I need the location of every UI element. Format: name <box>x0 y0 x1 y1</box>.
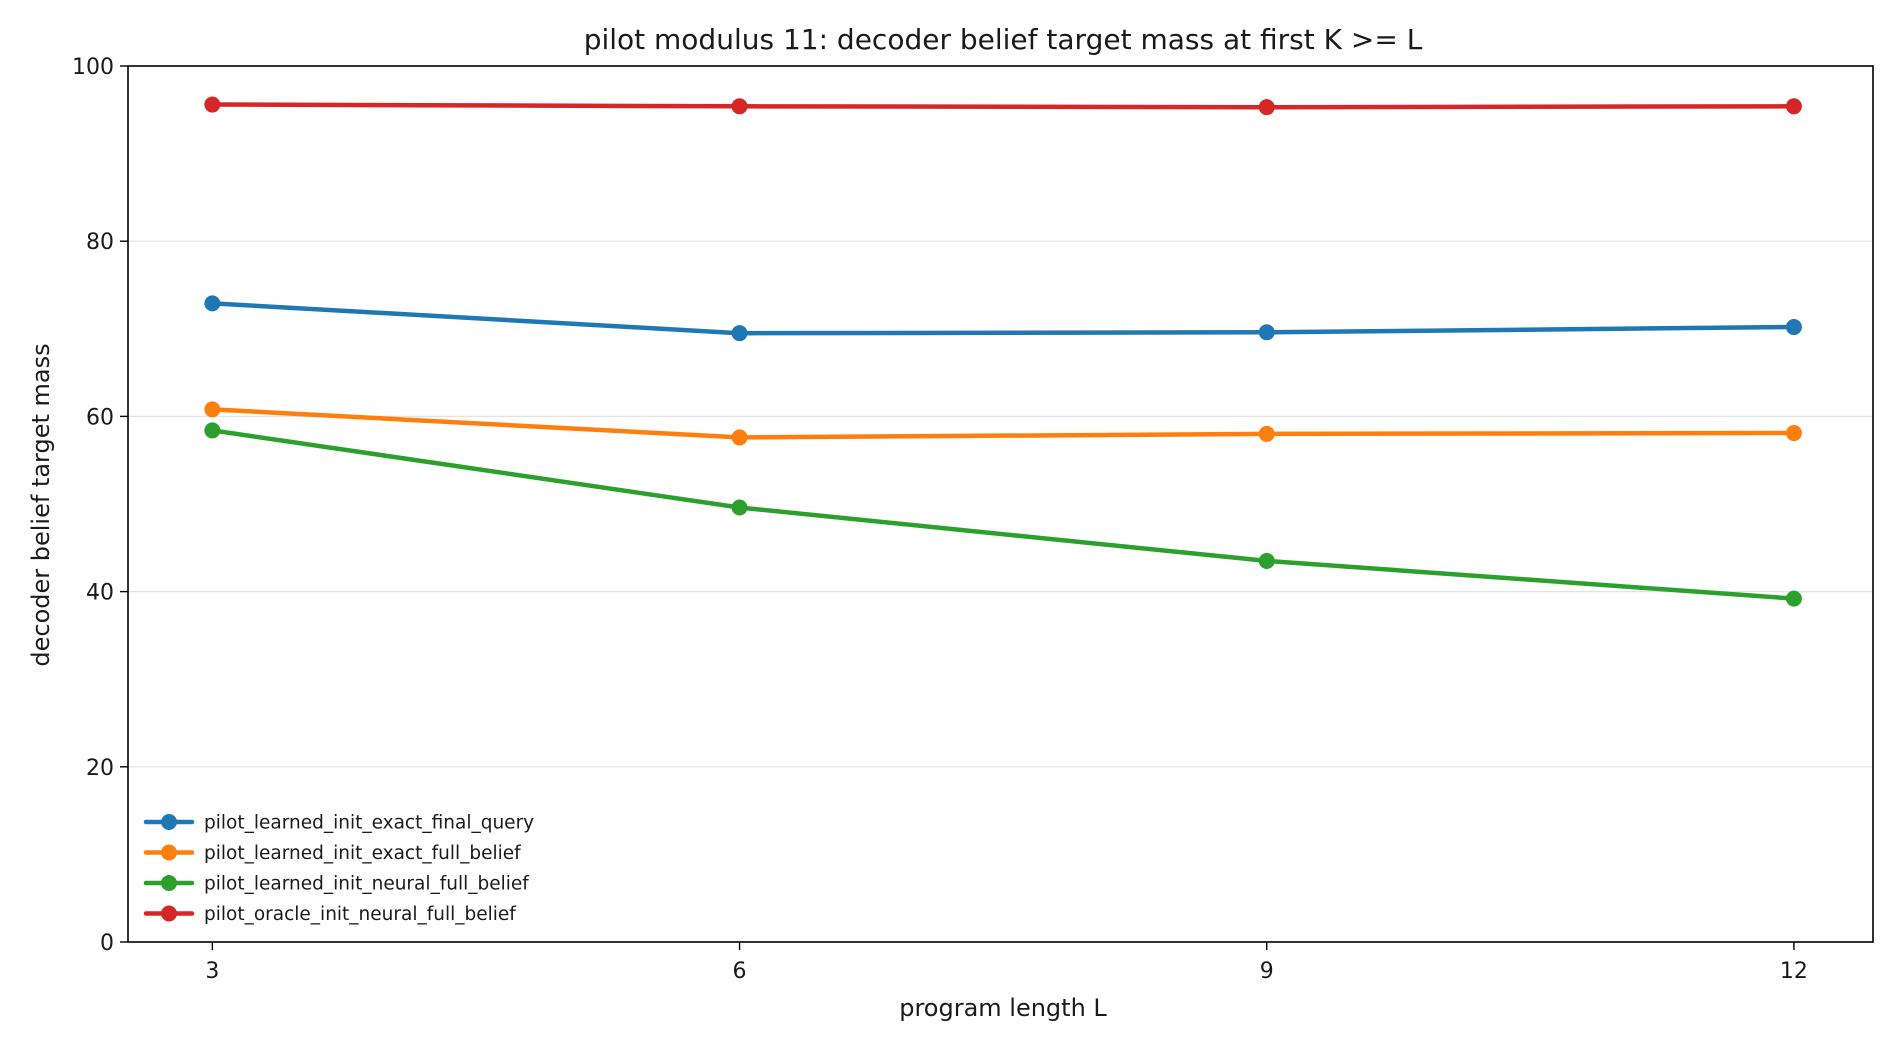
series-pilot_learned_init_exact_full_belief <box>204 401 1802 446</box>
data-point <box>1785 319 1802 336</box>
legend-swatch-marker <box>161 844 177 861</box>
data-point <box>731 499 748 516</box>
series-pilot_oracle_init_neural_full_belief <box>204 96 1802 116</box>
y-tick-label: 80 <box>86 230 114 255</box>
legend-item: pilot_learned_init_exact_final_query <box>143 813 534 834</box>
data-point <box>204 401 221 418</box>
data-point <box>1785 425 1802 442</box>
chart-title: pilot modulus 11: decoder belief target … <box>584 23 1423 56</box>
legend-item: pilot_oracle_init_neural_full_belief <box>143 904 516 925</box>
grid-lines <box>128 240 1873 768</box>
y-tick-label: 20 <box>86 756 114 781</box>
y-tick-label: 100 <box>72 55 114 80</box>
data-point <box>204 295 221 312</box>
x-tick-label: 9 <box>1260 959 1274 984</box>
legend-item: pilot_learned_init_neural_full_belief <box>143 874 529 895</box>
legend-swatch-marker <box>161 875 177 891</box>
legend-label: pilot_learned_init_exact_final_query <box>204 813 534 834</box>
data-point <box>1258 552 1275 569</box>
legend-label: pilot_learned_init_neural_full_belief <box>204 874 529 895</box>
y-tick-label: 40 <box>86 581 114 606</box>
data-point <box>1258 425 1275 442</box>
x-tick-label: 3 <box>205 959 219 984</box>
data-point <box>1785 590 1802 607</box>
data-point <box>1258 99 1275 116</box>
data-point <box>731 429 748 446</box>
data-point <box>204 422 221 439</box>
series-line <box>210 428 1797 601</box>
series-line <box>210 301 1797 336</box>
series-pilot_learned_init_neural_full_belief <box>204 422 1802 607</box>
series-line <box>210 102 1797 110</box>
legend-swatch-marker <box>161 814 177 830</box>
data-point <box>731 325 748 342</box>
data-point <box>1258 324 1275 341</box>
y-tick-label: 60 <box>86 405 114 430</box>
plot-area-frame <box>127 65 1874 943</box>
x-tick-label: 6 <box>733 959 747 984</box>
axis-ticks: 0 20 40 60 80 100 3 6 9 12 <box>72 55 1808 984</box>
legend: pilot_learned_init_exact_final_querypilo… <box>143 813 534 925</box>
legend-swatch-marker <box>161 905 177 922</box>
series-line <box>210 407 1797 440</box>
x-axis-label: program length L <box>899 994 1107 1022</box>
y-tick-label: 0 <box>100 931 114 956</box>
data-point <box>204 96 221 113</box>
x-tick-label: 12 <box>1780 959 1808 984</box>
y-axis-label: decoder belief target mass <box>27 343 55 666</box>
data-point <box>1785 98 1802 115</box>
legend-item: pilot_learned_init_exact_full_belief <box>143 843 521 864</box>
legend-label: pilot_learned_init_exact_full_belief <box>204 843 521 864</box>
legend-label: pilot_oracle_init_neural_full_belief <box>204 904 516 925</box>
data-point <box>731 98 748 115</box>
series-layer <box>204 96 1802 607</box>
series-pilot_learned_init_exact_final_query <box>204 295 1802 342</box>
